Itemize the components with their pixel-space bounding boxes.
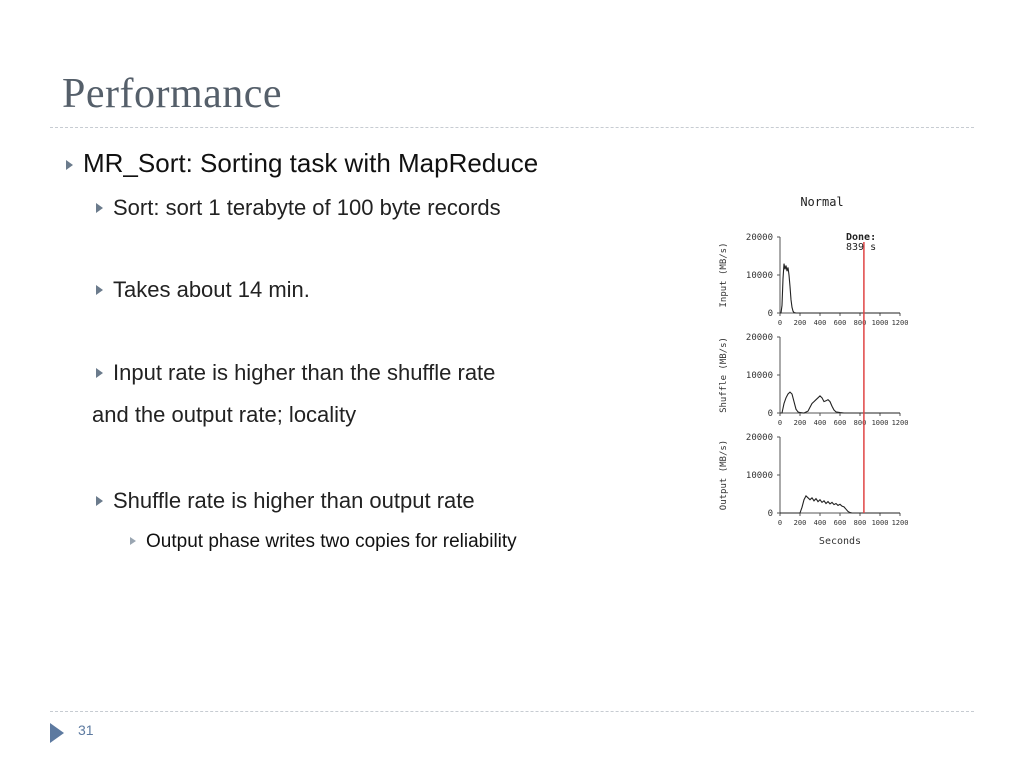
bullet-triangle-icon [96,285,103,295]
y-tick-label: 20000 [746,433,773,443]
series-line [780,495,900,514]
bullet-sort-description: Sort: sort 1 terabyte of 100 byte record… [96,195,501,221]
bullet-output-phase: Output phase writes two copies for relia… [130,531,517,553]
x-tick-label: 1000 [872,319,889,327]
bullet-duration: Takes about 14 min. [96,277,310,303]
bullet-text: Sort: sort 1 terabyte of 100 byte record… [113,195,501,220]
x-tick-label: 800 [854,519,867,527]
x-tick-label: 600 [834,519,847,527]
footer-arrow-icon [50,723,64,743]
bullet-input-rate-continuation: and the output rate; locality [92,402,357,427]
done-annotation-label: Done: [846,232,876,243]
bullet-text: MR_Sort: Sorting task with MapReduce [83,148,539,178]
x-tick-label: 200 [794,419,807,427]
bullet-triangle-icon [66,160,73,170]
y-tick-label: 0 [768,309,773,319]
bullet-input-rate: Input rate is higher than the shuffle ra… [96,360,495,386]
y-tick-label: 20000 [746,333,773,343]
y-axis-label: Shuffle (MB/s) [719,337,729,413]
bullet-mr-sort: MR_Sort: Sorting task with MapReduce [66,148,538,179]
x-tick-label: 800 [854,419,867,427]
y-tick-label: 10000 [746,271,773,281]
x-tick-label: 800 [854,319,867,327]
footer-divider [50,711,974,712]
x-tick-label: 400 [814,419,827,427]
x-tick-label: 400 [814,519,827,527]
slide-title: Performance [62,71,283,117]
bullet-text: Takes about 14 min. [113,277,310,302]
x-tick-label: 0 [778,419,782,427]
x-tick-label: 1200 [892,419,909,427]
x-tick-label: 200 [794,519,807,527]
page-number: 31 [78,722,94,738]
x-axis-label: Seconds [819,536,861,547]
y-tick-label: 10000 [746,371,773,381]
x-tick-label: 600 [834,419,847,427]
y-axis-label: Output (MB/s) [719,440,729,510]
y-tick-label: 0 [768,509,773,519]
bullet-text: Output phase writes two copies for relia… [146,531,517,552]
y-tick-label: 0 [768,409,773,419]
chart-title: Normal [800,195,843,209]
bullet-triangle-icon [96,496,103,506]
x-tick-label: 1200 [892,519,909,527]
x-tick-label: 0 [778,519,782,527]
x-tick-label: 1000 [872,519,889,527]
bullet-shuffle-rate: Shuffle rate is higher than output rate [96,488,475,514]
bullet-triangle-icon [96,203,103,213]
series-line [780,263,900,314]
x-tick-label: 0 [778,319,782,327]
x-tick-label: 1000 [872,419,889,427]
series-line [780,391,900,414]
done-annotation-value: 839 s [846,242,876,253]
y-tick-label: 10000 [746,471,773,481]
y-axis-label: Input (MB/s) [719,242,729,307]
y-tick-label: 20000 [746,233,773,243]
x-tick-label: 400 [814,319,827,327]
x-tick-label: 600 [834,319,847,327]
title-divider [50,127,974,128]
bullet-text: Input rate is higher than the shuffle ra… [113,360,496,385]
bullet-triangle-icon [130,537,136,545]
x-tick-label: 200 [794,319,807,327]
bullet-text: Shuffle rate is higher than output rate [113,488,475,513]
bullet-triangle-icon [96,368,103,378]
x-tick-label: 1200 [892,319,909,327]
